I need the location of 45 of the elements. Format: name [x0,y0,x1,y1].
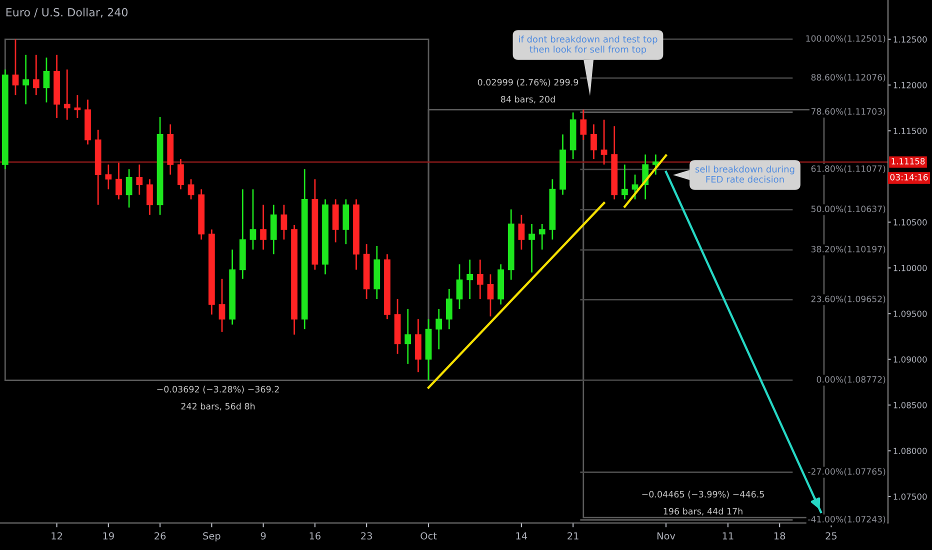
x-tick-label: 25 [826,532,837,540]
x-tick-label: 11 [722,532,734,540]
annotation: −0.04465 (−3.99%) −446.5 [642,490,764,499]
x-tick-label: 19 [103,532,114,540]
x-tick-label: 23 [361,532,372,540]
ref-line-label: 23.60%(1.09652) [811,296,886,304]
ref-line-label: 50.00%(1.10637) [811,206,886,214]
ref-line-label: 1.11158 [892,158,925,164]
x-tick-label: 18 [774,532,786,540]
x-tick-label: 12 [52,532,62,540]
y-tick-label: 1.12500 [894,36,927,43]
ref-line-label: 0.00%(1.08772) [816,376,886,384]
annotation: 242 bars, 56d 8h [181,402,255,410]
ref-line-label: 61.80%(1.11077) [811,165,886,173]
x-tick-label: Sep [203,532,220,542]
y-tick-label: 1.08500 [894,402,927,408]
x-tick-label: 21 [568,532,578,540]
annotation: 196 bars, 44d 17h [664,508,742,516]
x-tick-label: 26 [154,532,166,540]
y-tick-label: 1.09500 [894,310,927,317]
y-tick-label: 1.10000 [894,264,927,272]
ref-line-label: 38.20%(1.10197) [811,246,886,254]
ref-line-label: -27.00%(1.07765) [808,468,886,476]
annotation: −0.03692 (−3.28%) −369.2 [157,386,279,394]
y-tick-label: 1.09000 [894,356,927,363]
annotation: sell breakdown during FED rate decision [695,166,794,183]
ref-line-label: -41.00%(1.07243) [808,516,886,524]
x-tick-label: Nov [657,532,676,540]
text: Euro / U.S. Dollar, 240 [6,8,128,18]
y-tick-label: 1.11500 [894,128,927,134]
x-tick-label: 16 [310,532,321,540]
ref-line-label: 100.00%(1.12501) [806,35,886,43]
x-tick-label: 14 [516,532,528,540]
ref-line-label: 88.60%(1.12076) [811,74,886,82]
text: 03:14:16 [890,174,928,180]
y-tick-label: 1.07500 [894,493,927,500]
annotation: 0.02999 (2.76%) 299.9 [478,78,578,87]
y-tick-label: 1.08000 [894,448,927,454]
ref-line-label: 78.60%(1.11703) [811,108,886,116]
x-tick-label: Oct [420,532,437,540]
annotation: 84 bars, 20d [500,96,555,104]
annotation: if dont breakdown and test top then look for sell from top [519,36,658,54]
y-tick-label: 1.10500 [894,219,927,226]
y-tick-label: 1.12000 [894,82,927,88]
x-tick-label: 9 [260,532,266,540]
